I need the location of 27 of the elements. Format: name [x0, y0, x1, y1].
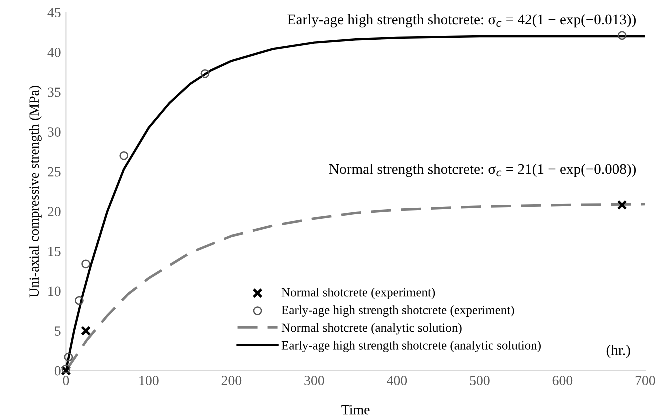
- x-tick-label: 100: [140, 376, 159, 386]
- legend-label: Normal shotcrete (analytic solution): [282, 323, 462, 335]
- y-tick-label: 20: [48, 207, 61, 217]
- y-tick-label: 10: [48, 286, 61, 296]
- y-tick-label: 35: [48, 88, 61, 98]
- y-axis-title: Uni-axial compressive strength (MPa): [29, 86, 42, 298]
- x-tick-label: 600: [552, 376, 573, 386]
- x-tick-label: 700: [636, 376, 656, 386]
- x-tick-label: 500: [470, 376, 490, 386]
- y-tick-label: 30: [48, 128, 61, 137]
- y-tick-label: 15: [48, 247, 61, 256]
- x-axis-title: Time: [342, 405, 370, 415]
- x-tick-label: 200: [222, 376, 242, 386]
- annotation: Normal strength shotcrete: σ$_{c}$ = 21(1 − exp(−0.008)): [329, 164, 636, 178]
- legend-label: Early-age high strength shotcrete (analytic solution): [282, 341, 541, 352]
- y-tick-label: 0: [54, 366, 61, 376]
- legend-label: Normal shotcrete (experiment): [282, 288, 436, 300]
- x-tick-label: 400: [387, 376, 408, 386]
- y-tick-label: 45: [48, 8, 61, 18]
- y-tick-label: 25: [48, 167, 61, 177]
- annotation: (hr.): [606, 345, 630, 358]
- x-tick-label: 300: [304, 376, 324, 386]
- legend-label: Early-age high strength shotcrete (experiment): [282, 306, 514, 318]
- y-tick-label: 40: [48, 48, 61, 58]
- x-tick-label: 0: [63, 376, 70, 386]
- annotation: Early-age high strength shotcrete: σ$_{c}$ = 42(1 − exp(−0.013)): [288, 14, 636, 28]
- y-tick-label: 5: [55, 326, 61, 336]
